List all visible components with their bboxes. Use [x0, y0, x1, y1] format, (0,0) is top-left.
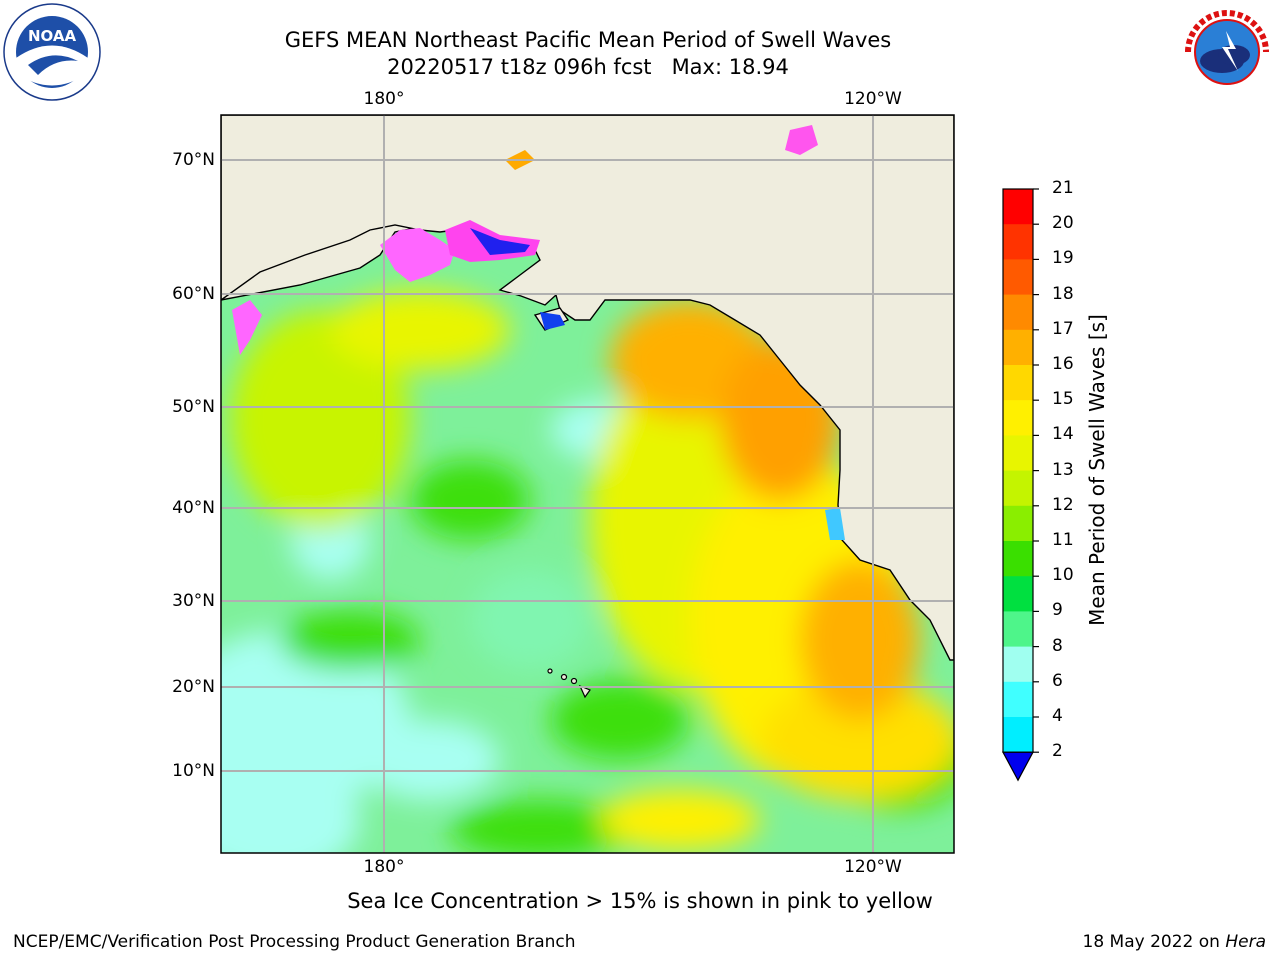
sea-ice-region — [232, 125, 845, 540]
credit-date-text: 18 May 2022 on — [1082, 932, 1220, 952]
colorbar-tick-label: 12 — [1052, 494, 1074, 515]
colorbar-band — [1003, 365, 1033, 401]
colorbar-tick-label: 9 — [1052, 600, 1063, 621]
colorbar-band — [1003, 259, 1033, 296]
colorbar-tick-label: 6 — [1052, 670, 1063, 691]
lon-label-bottom-180: 180° — [363, 857, 405, 877]
colorbar-band — [1003, 576, 1033, 612]
colorbar-band — [1003, 224, 1033, 260]
colorbar-band — [1003, 541, 1033, 577]
colorbar-band — [1003, 646, 1033, 683]
svg-text:NOAA: NOAA — [28, 27, 77, 45]
lon-label-top-120w: 120°W — [844, 89, 902, 109]
colorbar-tick-label: 4 — [1052, 706, 1063, 726]
coastal-ocean — [221, 294, 540, 360]
credit-branch: NCEP/EMC/Verification Post Processing Pr… — [13, 932, 576, 952]
lat-label-30: 30°N — [172, 591, 215, 611]
colorbar-band — [1003, 435, 1033, 472]
credit-host: Hera — [1225, 932, 1266, 952]
lat-label-50: 50°N — [172, 397, 215, 417]
map-frame — [220, 114, 955, 854]
chart-subtitle: 20220517 t18z 096h fcst Max: 18.94 — [387, 55, 789, 79]
colorbar-band — [1003, 189, 1033, 225]
lon-label-top-180: 180° — [363, 89, 405, 109]
lat-label-40: 40°N — [172, 498, 215, 518]
colorbar-band — [1003, 294, 1033, 331]
graticule — [221, 115, 954, 853]
colorbar-tick-label: 19 — [1052, 248, 1074, 269]
colorbar-tick-label: 20 — [1052, 213, 1074, 234]
sea-ice-note: Sea Ice Concentration > 15% is shown in … — [347, 889, 933, 913]
lat-label-70: 70°N — [172, 150, 215, 170]
colorbar-tick-label: 14 — [1052, 424, 1074, 445]
colorbar-band — [1003, 400, 1033, 436]
colorbar-tick-label: 21 — [1052, 178, 1074, 198]
colorbar-title: Mean Period of Swell Waves [s] — [1085, 314, 1109, 626]
colorbar-band — [1003, 717, 1033, 753]
colorbar-tick-label: 15 — [1052, 389, 1074, 410]
colorbar-tick-label: 11 — [1052, 530, 1074, 550]
colorbar-extend-arrow — [1001, 751, 1035, 782]
noaa-logo: NOAA — [3, 3, 101, 101]
colorbar-band — [1003, 329, 1033, 366]
swell-period-shading — [221, 290, 954, 853]
colorbar-tick-label: 17 — [1052, 318, 1074, 339]
colorbar-tick-label: 8 — [1052, 635, 1063, 656]
chart-title: GEFS MEAN Northeast Pacific Mean Period … — [284, 28, 892, 52]
colorbar-band — [1003, 505, 1033, 542]
colorbar-tick-label: 10 — [1052, 565, 1074, 586]
lat-label-60: 60°N — [172, 284, 215, 304]
colorbar-band — [1003, 470, 1033, 507]
nws-logo — [1178, 3, 1276, 101]
lat-label-20: 20°N — [172, 677, 215, 697]
colorbar-band — [1003, 681, 1033, 718]
colorbar-tick-label: 13 — [1052, 459, 1074, 480]
lon-label-bottom-120w: 120°W — [844, 857, 902, 877]
credit-date: 18 May 2022 on Hera — [1083, 932, 1267, 952]
colorbar-tick-label: 18 — [1052, 283, 1074, 304]
colorbar-tick-label: 16 — [1052, 354, 1074, 374]
colorbar-tick-label: 2 — [1052, 741, 1063, 762]
lat-label-10: 10°N — [172, 761, 215, 781]
colorbar — [1001, 188, 1039, 782]
colorbar-band — [1003, 611, 1033, 648]
